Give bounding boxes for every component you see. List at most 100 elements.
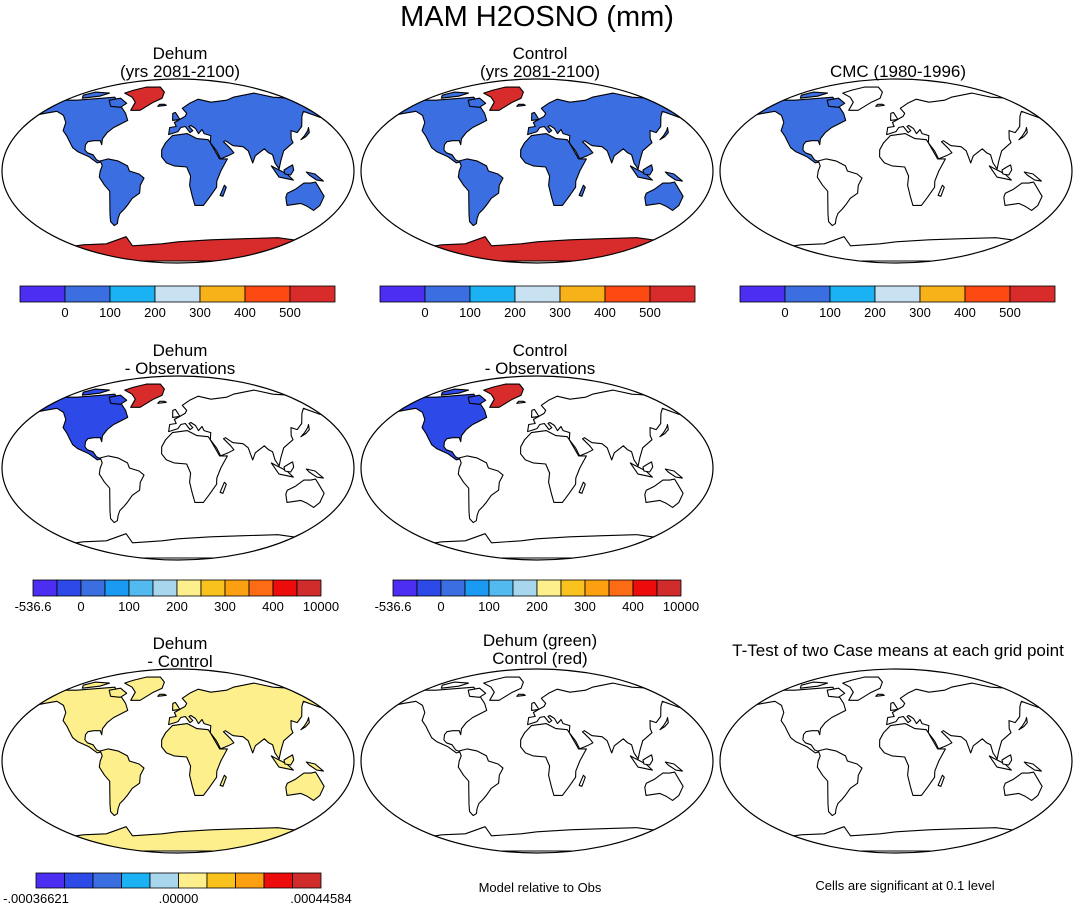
colorbar-swatch: [656, 579, 682, 597]
land-new-guinea: [305, 171, 324, 182]
colorbar-label: 400: [234, 305, 256, 320]
colorbar-swatch: [19, 285, 66, 303]
colorbar-swatch: [649, 285, 696, 303]
colorbar-swatch: [632, 579, 658, 597]
land-antarctica: [395, 236, 679, 262]
colorbar-swatch: [248, 579, 274, 597]
panel-title-cmc: CMC (1980-1996): [829, 62, 967, 81]
colorbar-swatch: [121, 872, 151, 889]
colorbar-swatch: [424, 285, 471, 303]
colorbar-label: 400: [954, 305, 976, 320]
colorbar-dehum-control: -.00036621 .00000 .00044584: [3, 872, 352, 906]
land-madagascar: [937, 774, 945, 787]
colorbar-dehum: 0 100 200 300 400 500: [19, 285, 336, 320]
colorbar-swatch: [874, 285, 921, 303]
land-antarctica: [754, 236, 1038, 262]
land-borneo: [1001, 164, 1013, 176]
colorbar-label: -536.6: [15, 599, 52, 614]
land-arctic-islands: [440, 681, 470, 689]
colorbar-swatch: [149, 872, 179, 889]
land-eurasia: [527, 389, 691, 467]
colorbar-swatch: [559, 285, 606, 303]
colorbar-label: 0: [77, 599, 84, 614]
land-antarctica: [395, 533, 679, 559]
land-uk: [531, 408, 540, 418]
land-indonesia: [270, 165, 294, 181]
land-baffin: [826, 687, 846, 698]
land-indonesia: [270, 462, 294, 478]
panel-title-control: Control (yrs 2081-2100): [479, 44, 600, 81]
colorbar-swatch: [604, 285, 651, 303]
land-new-guinea: [664, 468, 683, 479]
land-south-america: [98, 158, 145, 227]
map-border: [360, 78, 714, 264]
colorbar-swatch: [829, 285, 876, 303]
land-baffin: [467, 97, 487, 108]
land-south-america: [816, 158, 863, 227]
colorbar-label: 100: [99, 305, 121, 320]
map-panel-dehum-control: [1, 668, 355, 854]
colorbar-swatch: [512, 579, 538, 597]
colorbar-control-obs: -536.6 0 100 200 300 400 10000: [375, 579, 699, 614]
land-uk: [531, 111, 540, 121]
colorbar-swatch: [35, 872, 65, 889]
map-border: [360, 668, 714, 854]
land-uk: [172, 701, 181, 711]
land-africa: [520, 723, 587, 796]
colorbar-swatch: [919, 285, 966, 303]
land-eurasia: [168, 92, 332, 170]
colorbar-label: 300: [214, 599, 236, 614]
land-south-america: [98, 455, 145, 524]
land-japan: [300, 423, 310, 438]
map-border: [1, 78, 355, 264]
land-australia: [285, 478, 325, 508]
land-baffin: [108, 687, 128, 698]
map-border: [719, 668, 1073, 854]
colorbar-swatch: [128, 579, 154, 597]
land-new-guinea: [664, 761, 683, 772]
colorbar-swatch: [244, 285, 291, 303]
land-australia: [644, 771, 684, 801]
colorbar-label: 100: [118, 599, 140, 614]
land-japan: [659, 126, 669, 141]
colorbar-swatch: [392, 579, 418, 597]
land-greenland: [483, 383, 524, 408]
colorbar-swatch: [154, 285, 201, 303]
panel-title-dehum-control: Dehum - Control: [147, 634, 213, 671]
panel-title-control-obs: Control - Observations: [484, 341, 596, 378]
panel-title-dehum-obs: Dehum - Observations: [124, 341, 236, 378]
land-iceland: [157, 103, 167, 107]
land-uk: [531, 701, 540, 711]
colorbar-swatch: [464, 579, 490, 597]
land-africa: [520, 133, 587, 206]
caption-significance: Cells are significant at 0.1 level: [815, 878, 995, 893]
land-south-america: [457, 158, 504, 227]
land-arctic-islands: [440, 91, 470, 99]
land-australia: [644, 478, 684, 508]
land-greenland: [483, 86, 524, 111]
colorbar-label: 0: [781, 305, 788, 320]
panel-title-green-red: Dehum (green) Control (red): [482, 631, 598, 668]
land-greenland: [842, 676, 883, 701]
land-indonesia: [988, 165, 1012, 181]
colorbar-label: .00044584: [290, 891, 351, 906]
land-baffin: [108, 394, 128, 405]
figure-title: MAM H2OSNO (mm): [400, 1, 674, 33]
land-eurasia: [886, 92, 1050, 170]
colorbar-swatch: [224, 579, 250, 597]
land-south-america: [816, 748, 863, 817]
land-madagascar: [578, 481, 586, 494]
colorbar-swatch: [104, 579, 130, 597]
colorbar-label: 0: [421, 305, 428, 320]
panel-title-ttest: T-Test of two Case means at each grid po…: [732, 641, 1064, 660]
colorbar-swatch: [416, 579, 442, 597]
colorbar-label: 500: [999, 305, 1021, 320]
land-greenland: [483, 676, 524, 701]
colorbar-swatch: [296, 579, 322, 597]
land-new-guinea: [305, 468, 324, 479]
colorbar-swatch: [263, 872, 293, 889]
land-iceland: [516, 693, 526, 697]
land-australia: [285, 771, 325, 801]
land-japan: [659, 423, 669, 438]
colorbar-label: 100: [459, 305, 481, 320]
